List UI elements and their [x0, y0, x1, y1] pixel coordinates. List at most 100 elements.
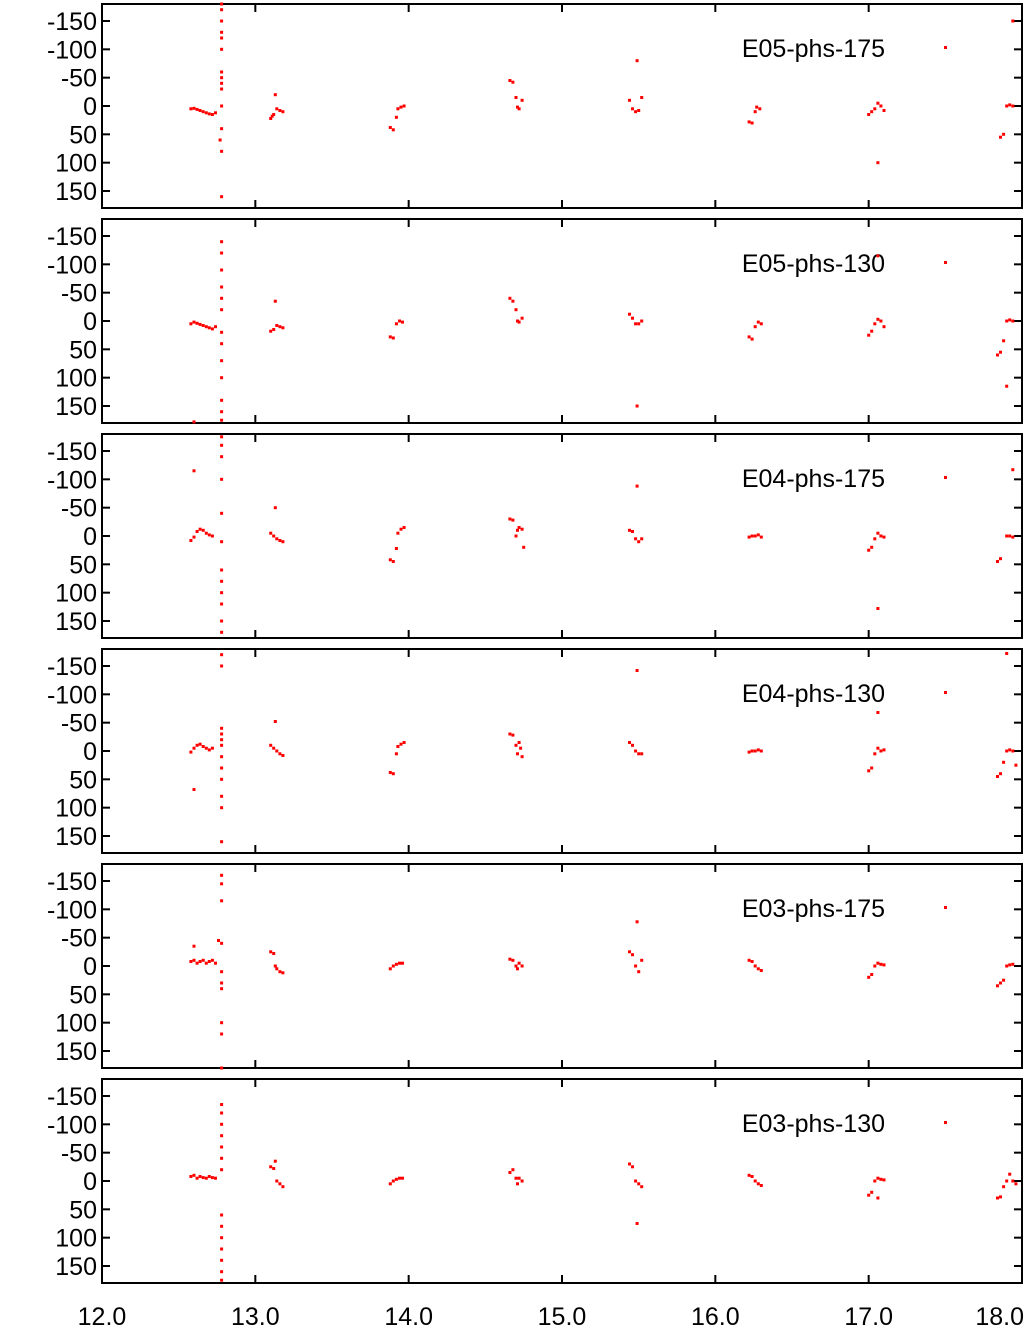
- legend-label: E04-phs-175: [742, 465, 885, 493]
- data-point: [634, 1179, 638, 1183]
- y-tick-label: 50: [69, 551, 97, 579]
- data-point: [220, 755, 224, 759]
- data-point: [756, 967, 760, 971]
- data-point: [281, 326, 285, 330]
- data-point: [631, 1165, 634, 1169]
- data-point: [1011, 468, 1015, 472]
- data-point: [1008, 748, 1012, 752]
- data-point: [517, 320, 521, 324]
- data-point: [201, 110, 205, 114]
- data-point: [192, 746, 196, 750]
- data-point: [204, 111, 208, 115]
- data-point: [996, 560, 999, 563]
- data-point: [398, 319, 401, 323]
- data-point: [876, 101, 880, 105]
- data-point: [753, 110, 757, 114]
- y-tick-label: -50: [61, 280, 97, 308]
- y-tick-label: -150: [47, 1083, 97, 1111]
- data-point: [281, 1185, 285, 1189]
- data-point: [220, 268, 224, 272]
- data-point: [273, 1159, 277, 1163]
- data-point: [220, 1278, 224, 1282]
- y-tick-label: 150: [55, 178, 97, 206]
- data-point: [516, 1182, 519, 1186]
- data-point: [195, 321, 199, 325]
- data-point: [514, 308, 518, 312]
- data-point: [275, 967, 279, 971]
- data-point: [220, 330, 224, 334]
- data-point: [388, 558, 392, 562]
- data-point: [747, 958, 751, 962]
- data-series: [189, 2, 1015, 199]
- y-tick-label: -50: [61, 495, 97, 523]
- data-point: [269, 950, 273, 954]
- data-point: [640, 537, 644, 541]
- data-point: [198, 109, 202, 112]
- data-point: [511, 80, 515, 84]
- y-tick-label: 100: [55, 150, 97, 178]
- data-point: [628, 950, 631, 954]
- data-point: [870, 110, 874, 114]
- data-point: [272, 952, 276, 955]
- data-point: [401, 1176, 404, 1180]
- data-point: [192, 469, 196, 473]
- y-tick-label: -100: [47, 466, 97, 494]
- data-point: [759, 749, 763, 753]
- data-point: [870, 973, 874, 976]
- data-point: [220, 766, 224, 770]
- data-point: [198, 742, 202, 746]
- data-point: [631, 743, 634, 747]
- data-point: [634, 749, 638, 753]
- data-point: [508, 1171, 512, 1174]
- x-tick-label: 12.0: [78, 1303, 127, 1331]
- data-point: [517, 107, 521, 111]
- data-point: [220, 664, 224, 668]
- data-point: [391, 128, 395, 132]
- data-point: [637, 109, 641, 112]
- data-point: [220, 418, 224, 422]
- data-point: [220, 738, 224, 742]
- data-point: [517, 1176, 521, 1180]
- data-point: [516, 319, 519, 323]
- data-point: [759, 969, 763, 972]
- x-tick-label: 14.0: [384, 1303, 433, 1331]
- data-point: [873, 322, 877, 326]
- y-tick-label: -100: [47, 36, 97, 64]
- data-point: [220, 296, 224, 300]
- data-point: [394, 752, 398, 756]
- data-point: [217, 939, 220, 942]
- data-point: [634, 964, 638, 968]
- data-point: [635, 669, 639, 672]
- data-point: [401, 320, 404, 324]
- x-tick-label: 13.0: [231, 1303, 280, 1331]
- data-point: [220, 1066, 224, 1070]
- data-point: [402, 741, 406, 744]
- data-point: [747, 120, 751, 124]
- data-point: [879, 534, 883, 538]
- data-point: [747, 535, 751, 539]
- data-point: [1005, 652, 1009, 655]
- data-point: [189, 750, 193, 754]
- data-point: [402, 526, 406, 529]
- data-point: [204, 325, 208, 329]
- data-point: [388, 335, 392, 339]
- y-tick-label: 0: [83, 738, 97, 766]
- y-tick-label: 150: [55, 393, 97, 421]
- data-point: [220, 36, 224, 40]
- data-point: [1005, 534, 1009, 538]
- data-point: [275, 749, 279, 753]
- data-point: [637, 322, 641, 326]
- data-point: [210, 327, 214, 331]
- y-tick-label: -100: [47, 681, 97, 709]
- data-point: [876, 607, 880, 610]
- data-point: [879, 319, 883, 323]
- data-point: [394, 115, 398, 119]
- data-point: [210, 113, 214, 116]
- y-tick-label: 0: [83, 953, 97, 981]
- data-point: [1005, 964, 1009, 968]
- data-point: [750, 1175, 754, 1178]
- data-point: [207, 960, 211, 963]
- legend-marker: [944, 261, 947, 264]
- data-point: [220, 1168, 224, 1172]
